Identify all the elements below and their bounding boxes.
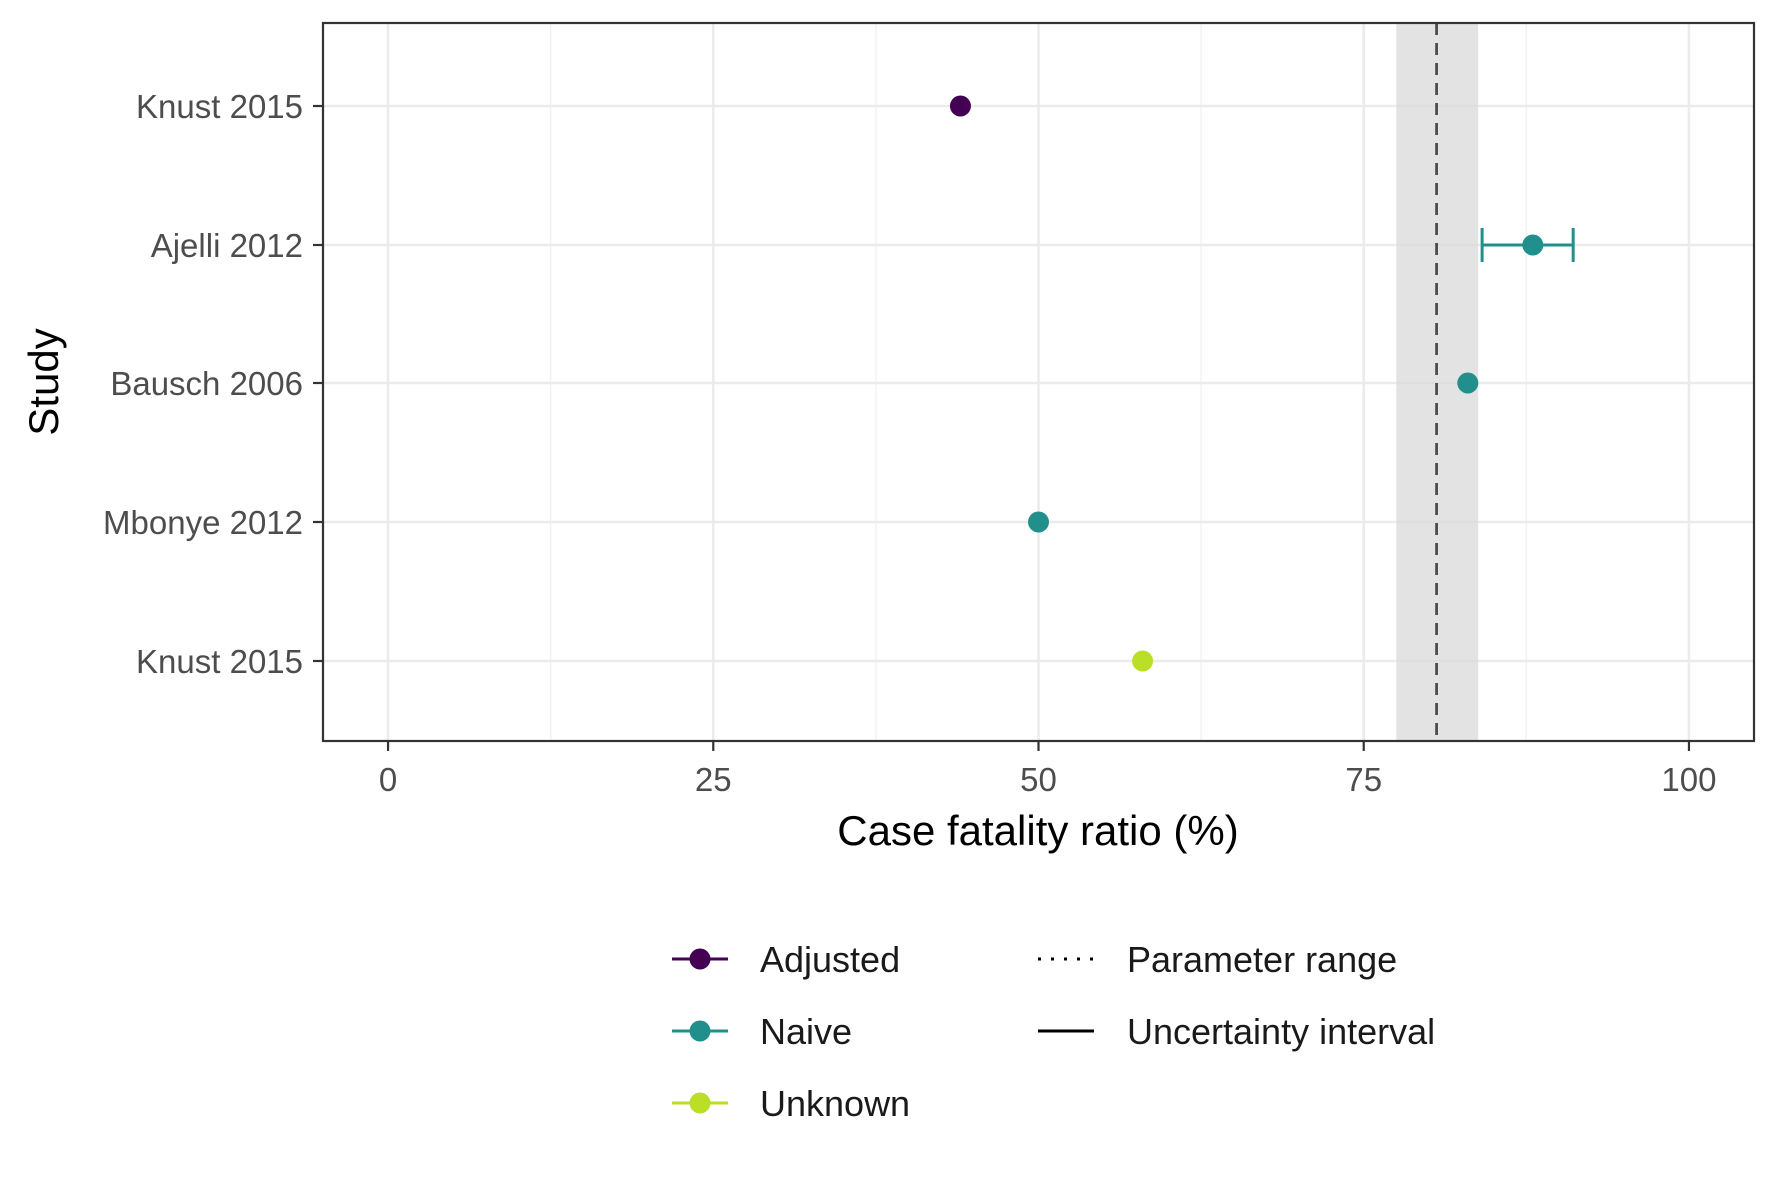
y-tick-label: Knust 2015 [136,643,303,680]
legend-label: Unknown [760,1083,910,1124]
x-tick-label: 0 [379,761,397,798]
data-point [1522,234,1544,256]
data-points [949,95,1544,672]
y-tick-label: Bausch 2006 [110,365,303,402]
data-point [1132,650,1154,672]
legend-label: Naive [760,1011,852,1052]
legend-key-point [689,1092,711,1114]
legend-key-point [689,948,711,970]
legend-label: Parameter range [1127,939,1397,980]
legend: Adjusted Naive Unknown Parameter range Uncer… [672,939,1435,1124]
y-tick-label: Knust 2015 [136,88,303,125]
legend-label: Adjusted [760,939,900,980]
x-tick-label: 50 [1020,761,1057,798]
legend-label: Uncertainty interval [1127,1011,1435,1052]
x-tick-label: 100 [1661,761,1716,798]
y-tick-label: Mbonye 2012 [103,504,303,541]
x-tick-label: 25 [695,761,732,798]
data-point [1457,372,1479,394]
y-axis-title: Study [20,328,67,435]
legend-key-point [689,1020,711,1042]
y-tick-label: Ajelli 2012 [151,227,303,264]
x-axis-ticks: 0 25 50 75 100 [379,741,1716,798]
x-axis-title: Case fatality ratio (%) [837,807,1238,854]
data-point [949,95,971,117]
x-tick-label: 75 [1345,761,1382,798]
y-axis-ticks: Knust 2015 Ajelli 2012 Bausch 2006 Mbonye 2… [103,88,323,680]
data-point [1028,511,1049,533]
